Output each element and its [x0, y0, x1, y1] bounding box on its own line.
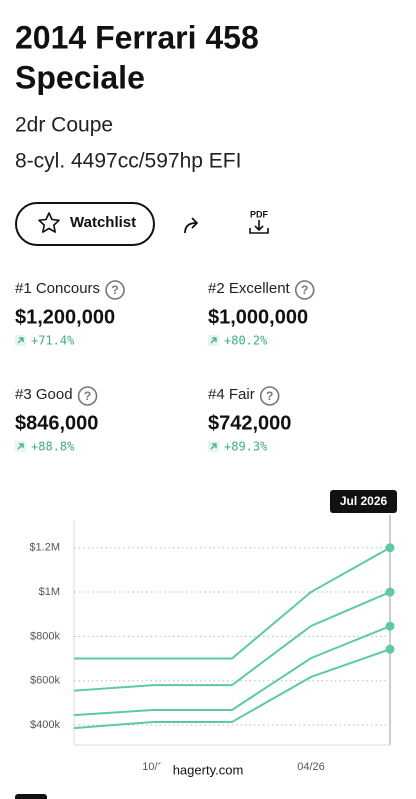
pdf-label: PDF — [250, 209, 269, 219]
condition-label: #3 Good — [15, 386, 73, 403]
condition-value: $1,200,000 — [15, 306, 115, 328]
condition-change: +71.4% — [31, 334, 75, 348]
y-tick-label: $600k — [30, 675, 60, 687]
price-line — [74, 546, 391, 660]
button-frame — [15, 202, 155, 246]
price-line — [73, 648, 391, 730]
tooltip-bg — [330, 490, 397, 513]
help-icon — [259, 386, 280, 406]
footer-site: hagerty.com — [173, 762, 244, 777]
title-line: 2014 Ferrari 458 — [15, 19, 259, 55]
download-icon — [249, 220, 269, 234]
end-point — [385, 644, 395, 654]
condition-change: +89.3% — [224, 440, 268, 454]
trend-icon — [210, 337, 217, 344]
condition-values: #1 Concours ? $1,200,000 +71.4% #2 Excellent… — [15, 280, 315, 454]
tooltip: Jul 2026 — [340, 494, 388, 508]
y-tick-label: $1M — [39, 586, 60, 598]
spec: 8-cyl. 4497cc/597hp EFI — [15, 150, 241, 173]
trend-icon — [17, 443, 24, 450]
pdf-button[interactable]: PDF — [249, 209, 269, 234]
button-label: Watchlist — [70, 214, 136, 231]
share-icon — [184, 217, 198, 234]
pill-bg — [158, 757, 258, 785]
help-icon — [105, 280, 125, 300]
condition-value: $1,000,000 — [208, 306, 308, 328]
condition-label: #4 Fair — [208, 386, 255, 403]
condition-value: $846,000 — [15, 412, 98, 434]
share-button[interactable] — [184, 217, 198, 234]
watchlist-button[interactable]: Watchlist — [15, 202, 155, 246]
x-tick-label: 04/26 — [297, 761, 325, 773]
title-line: Speciale — [15, 59, 145, 95]
end-point — [385, 587, 395, 597]
y-tick-label: $400k — [30, 719, 60, 731]
condition-change: +88.8% — [31, 440, 75, 454]
price-line — [73, 625, 391, 717]
help-icon — [77, 386, 98, 406]
condition-label: #2 Excellent — [208, 280, 291, 297]
trend-icon — [210, 443, 217, 450]
help-icon — [294, 280, 315, 300]
price-line — [73, 591, 391, 692]
y-tick-label: $1.2M — [29, 542, 60, 554]
help-mark: ? — [301, 283, 308, 297]
help-mark: ? — [111, 283, 118, 297]
help-mark: ? — [266, 389, 273, 403]
trend-icon — [17, 337, 24, 344]
end-point — [385, 543, 395, 553]
help-mark: ? — [84, 389, 91, 403]
y-tick-label: $800k — [30, 630, 60, 642]
end-point — [385, 621, 395, 631]
subtitle: 2dr Coupe — [15, 114, 113, 137]
bottom-tab — [15, 794, 47, 799]
star-icon — [38, 212, 60, 233]
condition-label: #1 Concours — [15, 280, 100, 297]
condition-change: +80.2% — [224, 334, 268, 348]
condition-value: $742,000 — [208, 412, 291, 434]
footer-pill: hagerty.com — [158, 757, 258, 785]
